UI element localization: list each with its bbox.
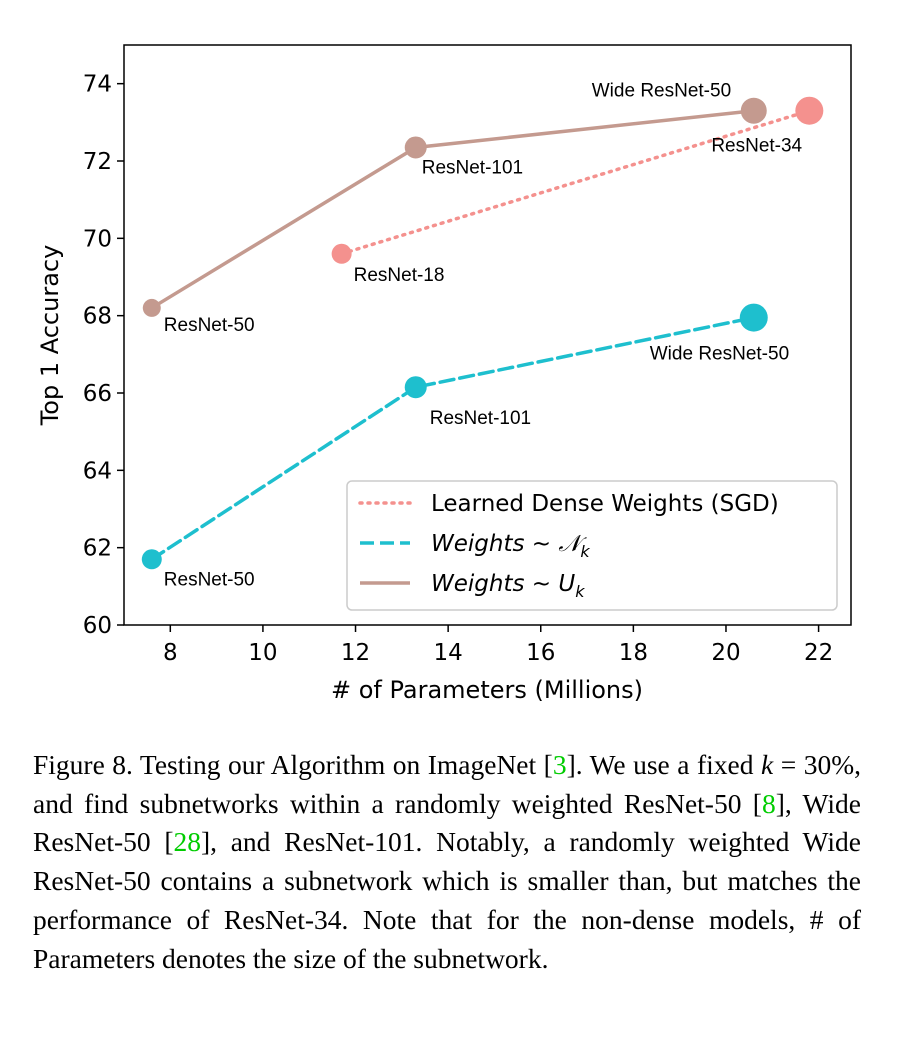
data-point-0-0 [331,243,352,264]
data-point-1-2 [739,303,768,332]
legend-box [346,480,838,611]
legend-label-normal: Weights ~ 𝒩k [431,531,590,561]
x-tick-label-16: 16 [526,640,555,666]
caption-text-5: ], and ResNet-101. Notably, a randomly w… [33,826,861,974]
legend-label-normal-sub: k [580,542,590,561]
series-1: ResNet-50 ResNet-101 Wide ResNet-50 [141,303,789,590]
point-label-1-0: ResNet-50 [164,569,255,590]
point-label-2-2: Wide ResNet-50 [592,81,731,102]
point-label-0-1: ResNet-34 [711,136,802,157]
x-axis: 8 10 12 14 16 18 20 22 [163,625,833,666]
data-point-0-1 [795,96,824,125]
series-0: ResNet-18 ResNet-34 [331,96,824,286]
point-label-0-0: ResNet-18 [354,265,445,286]
series-2: ResNet-50 ResNet-101 Wide ResNet-50 [142,81,767,336]
x-tick-label-10: 10 [248,640,277,666]
caption-math-k: k [760,749,774,780]
x-tick-label-18: 18 [619,640,648,666]
series-line-2 [150,108,756,310]
citation-link-28[interactable]: 28 [173,826,201,858]
caption-text-3: , and find subnetworks within a randomly… [33,749,861,819]
point-label-2-1: ResNet-101 [422,157,523,178]
y-tick-label-64: 64 [83,458,112,484]
y-tick-label-66: 66 [83,381,112,407]
caption-text-2: ]. We use a fixed [566,749,761,780]
legend-label-uniform-text: Weights ~ U [431,571,575,597]
y-tick-label-68: 68 [83,304,112,330]
x-tick-label-14: 14 [433,640,462,666]
citation-link-8[interactable]: 8 [761,787,776,819]
data-point-2-0 [142,298,161,317]
citation-link-3[interactable]: 3 [552,749,567,780]
point-label-2-0: ResNet-50 [164,315,255,336]
data-point-2-2 [740,97,767,124]
y-tick-label-60: 60 [83,613,112,639]
legend-label-uniform-sub: k [575,582,585,601]
caption-text-1: Figure 8. Testing our Algorithm on Image… [33,749,553,780]
x-axis-title: # of Parameters (Millions) [331,676,643,704]
x-tick-label-20: 20 [711,640,740,666]
y-tick-label-70: 70 [83,226,112,252]
y-tick-label-72: 72 [83,149,112,175]
x-tick-label-12: 12 [341,640,370,666]
y-tick-label-62: 62 [83,536,112,562]
y-axis-title: Top 1 Accuracy [36,245,64,427]
x-tick-label-22: 22 [804,640,833,666]
point-label-1-2: Wide ResNet-50 [650,344,789,365]
point-label-1-1: ResNet-101 [430,408,531,429]
x-tick-label-8: 8 [163,640,178,666]
data-point-1-0 [141,549,162,570]
data-point-2-1 [404,136,427,159]
caption-math-eq: = 30% [773,749,855,780]
data-point-1-1 [404,376,427,399]
legend-label-sgd: Learned Dense Weights (SGD) [431,491,779,517]
plot-frame [123,44,852,626]
caption-text-4: ], Wide ResNet-50 [ [33,787,861,858]
chart: 60 62 64 66 68 70 72 74 8 10 12 14 16 18 20 22 ResNet-… [36,44,852,704]
series-layer: ResNet-18 ResNet-34 ResNet-50 ResNet-101 Wid… [141,81,824,590]
figure-caption: Figure 8. Testing our Algorithm on Image… [33,746,861,978]
legend: Learned Dense Weights (SGD) Weights ~ 𝒩k… [346,480,838,611]
y-axis: 60 62 64 66 68 70 72 74 [83,72,124,639]
y-tick-label-74: 74 [83,72,112,98]
series-line-0 [339,108,812,256]
legend-label-normal-text: Weights ~ 𝒩 [431,531,587,557]
legend-label-uniform: Weights ~ Uk [431,571,585,601]
